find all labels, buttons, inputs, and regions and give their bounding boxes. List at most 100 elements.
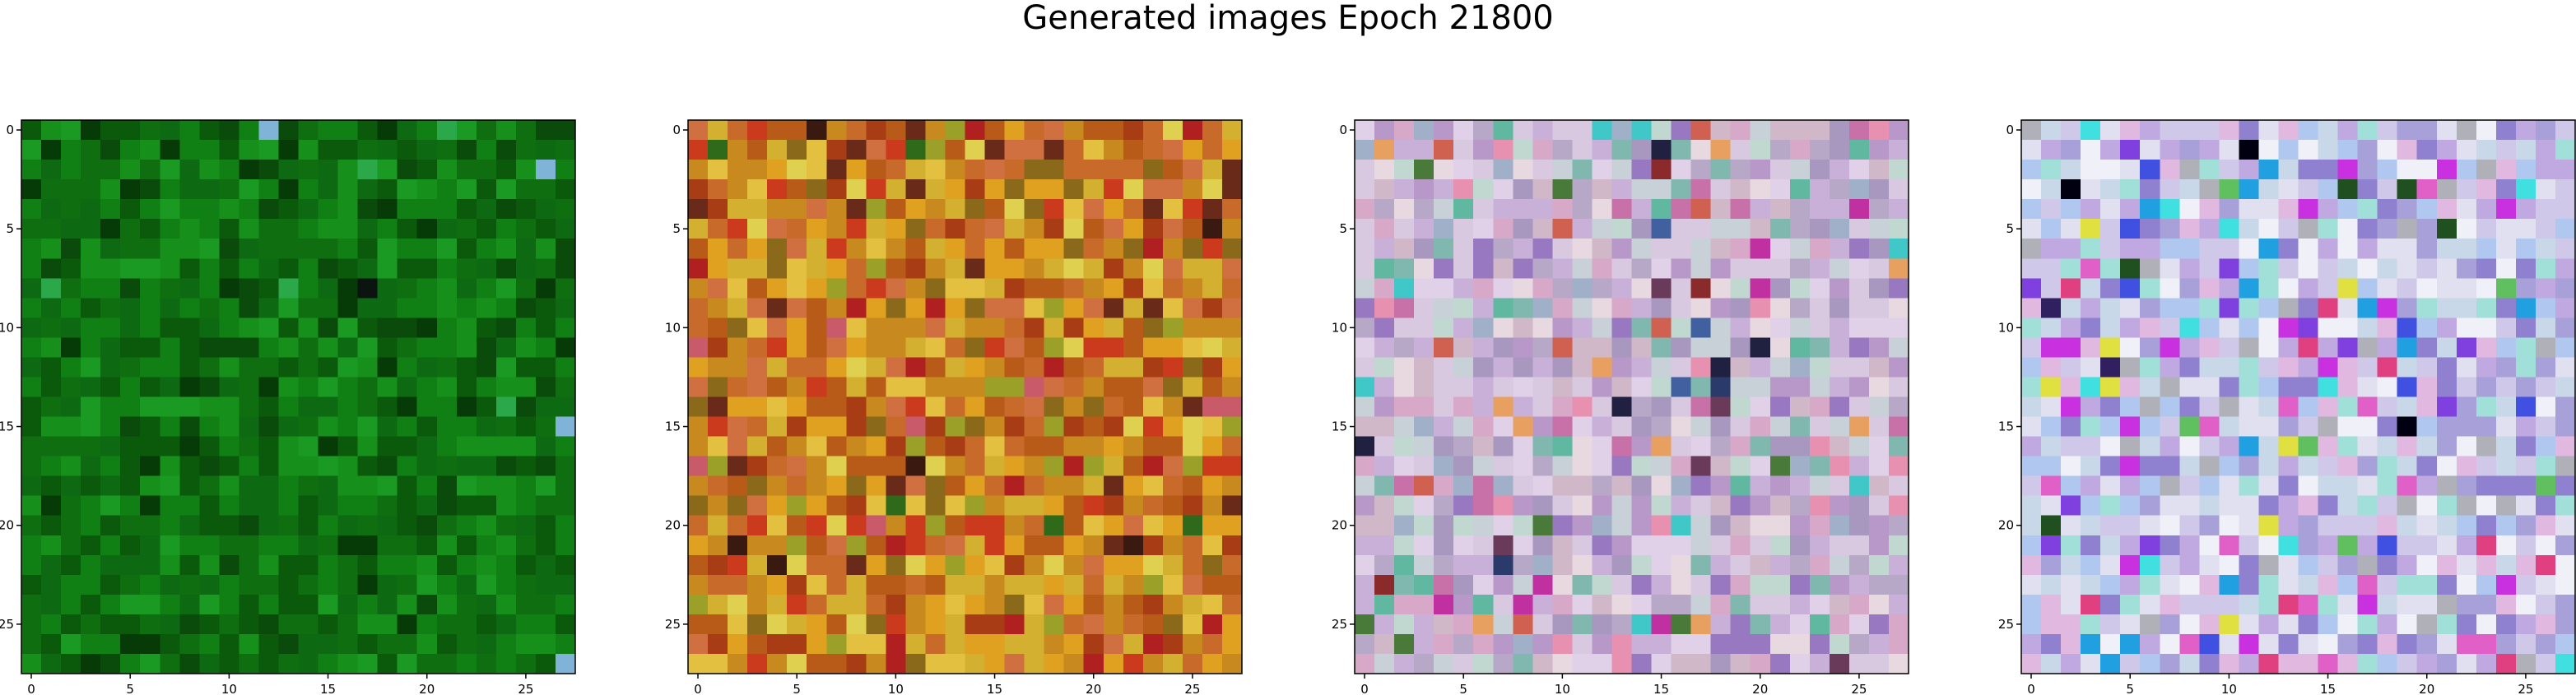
pixel-cell bbox=[1750, 179, 1771, 200]
pixel-cell bbox=[1024, 554, 1045, 576]
pixel-cell bbox=[2140, 515, 2160, 536]
pixel-cell bbox=[2436, 594, 2457, 615]
pixel-cell bbox=[1592, 456, 1612, 477]
pixel-cell bbox=[1083, 298, 1104, 318]
pixel-cell bbox=[1355, 515, 1375, 536]
pixel-cell bbox=[81, 298, 101, 318]
pixel-cell bbox=[925, 140, 946, 160]
pixel-cell bbox=[1221, 298, 1243, 318]
pixel-cell bbox=[1572, 377, 1593, 397]
pixel-cell bbox=[2061, 120, 2081, 141]
pixel-cell bbox=[2515, 535, 2536, 556]
pixel-cell bbox=[2456, 653, 2477, 674]
pixel-cell bbox=[1473, 475, 1494, 497]
pixel-cell bbox=[1103, 653, 1124, 674]
pixel-cell bbox=[1394, 653, 1415, 674]
pixel-cell bbox=[239, 436, 259, 457]
pixel-cell bbox=[61, 554, 81, 576]
pixel-cell bbox=[2278, 456, 2299, 477]
pixel-cell bbox=[1809, 258, 1830, 279]
pixel-cell bbox=[179, 416, 200, 437]
pixel-cell bbox=[2219, 554, 2239, 576]
pixel-cell bbox=[1162, 554, 1183, 576]
pixel-cell bbox=[535, 298, 556, 318]
pixel-cell bbox=[2555, 120, 2576, 141]
pixel-cell bbox=[708, 614, 728, 635]
pixel-cell bbox=[2436, 160, 2457, 180]
pixel-cell bbox=[416, 219, 438, 239]
pixel-cell bbox=[2239, 535, 2259, 556]
pixel-cell bbox=[1493, 377, 1514, 397]
pixel-cell bbox=[555, 574, 576, 595]
pixel-cell bbox=[2436, 633, 2457, 655]
pixel-cell bbox=[1888, 258, 1909, 279]
pixel-cell bbox=[2456, 436, 2477, 457]
pixel-cell bbox=[2397, 594, 2418, 615]
pixel-cell bbox=[1829, 653, 1850, 674]
pixel-cell bbox=[1809, 436, 1830, 457]
pixel-cell bbox=[866, 337, 886, 358]
pixel-cell bbox=[1355, 219, 1375, 239]
pixel-cell bbox=[81, 377, 101, 397]
pixel-cell bbox=[337, 574, 359, 595]
pixel-cell bbox=[1750, 614, 1771, 635]
pixel-cell bbox=[708, 120, 728, 141]
pixel-cell bbox=[318, 515, 338, 536]
pixel-cell bbox=[100, 574, 121, 595]
pixel-cell bbox=[357, 239, 379, 259]
pixel-cell bbox=[787, 357, 807, 378]
pixel-cell bbox=[535, 140, 556, 160]
pixel-cell bbox=[1552, 633, 1573, 655]
pixel-cell bbox=[2298, 179, 2318, 200]
pixel-cell bbox=[1789, 653, 1811, 674]
pixel-cell bbox=[1769, 317, 1791, 338]
pixel-cell bbox=[2555, 436, 2576, 457]
pixel-cell bbox=[2318, 436, 2338, 457]
pixel-cell bbox=[1394, 258, 1415, 279]
pixel-cell bbox=[278, 574, 299, 595]
pixel-cell bbox=[1888, 120, 1909, 141]
pixel-cell bbox=[688, 633, 709, 655]
pixel-cell bbox=[199, 653, 220, 674]
pixel-cell bbox=[397, 416, 418, 437]
pixel-cell bbox=[2416, 160, 2438, 180]
pixel-cell bbox=[1552, 377, 1573, 397]
pixel-cell bbox=[2239, 140, 2259, 160]
pixel-cell bbox=[2258, 179, 2279, 200]
pixel-cell bbox=[1532, 219, 1553, 239]
pixel-cell bbox=[2239, 614, 2259, 635]
pixel-cell bbox=[1730, 574, 1751, 595]
pixel-cell bbox=[2258, 535, 2279, 556]
pixel-cell bbox=[2495, 337, 2517, 358]
pixel-cell bbox=[2258, 495, 2279, 517]
pixel-cell bbox=[555, 554, 576, 576]
pixel-cell bbox=[886, 456, 906, 477]
pixel-cell bbox=[1044, 554, 1065, 576]
pixel-cell bbox=[1868, 258, 1890, 279]
pixel-cell bbox=[1473, 574, 1494, 595]
pixel-cell bbox=[298, 614, 319, 635]
pixel-cell bbox=[2318, 298, 2338, 318]
pixel-cell bbox=[1394, 396, 1415, 417]
pixel-cell bbox=[199, 258, 220, 279]
pixel-cell bbox=[2357, 258, 2378, 279]
pixel-cell bbox=[1202, 278, 1223, 299]
pixel-cell bbox=[1083, 614, 1104, 635]
pixel-cell bbox=[1221, 614, 1243, 635]
pixel-cell bbox=[1123, 140, 1144, 160]
pixel-cell bbox=[1434, 140, 1454, 160]
pixel-cell bbox=[905, 396, 926, 417]
pixel-cell bbox=[1572, 515, 1593, 536]
pixel-cell bbox=[278, 554, 299, 576]
pixel-cell bbox=[1611, 258, 1632, 279]
pixel-cell bbox=[2397, 239, 2418, 259]
pixel-cell bbox=[787, 554, 807, 576]
pixel-cell bbox=[298, 140, 319, 160]
pixel-cell bbox=[160, 653, 180, 674]
pixel-cell bbox=[140, 258, 160, 279]
pixel-cell bbox=[397, 594, 418, 615]
pixel-cell bbox=[1063, 239, 1085, 259]
pixel-cell bbox=[1083, 258, 1104, 279]
pixel-cell bbox=[846, 317, 867, 338]
x-tick-label: 25 bbox=[518, 682, 533, 695]
